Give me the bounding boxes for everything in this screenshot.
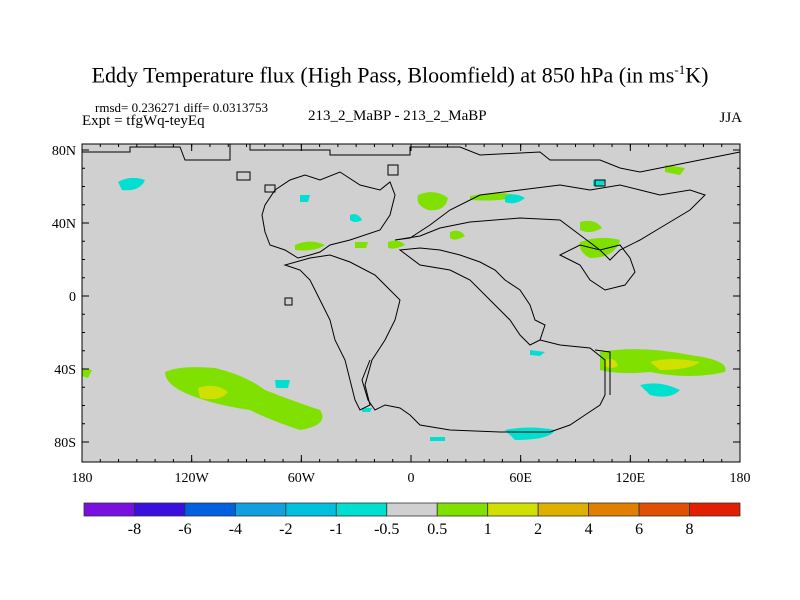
- colorbar-label: -6: [178, 521, 191, 538]
- colorbar-swatch: [588, 502, 640, 517]
- contour-fill: [417, 192, 448, 211]
- contour-fill: [650, 359, 700, 370]
- colorbar-swatch: [134, 502, 186, 517]
- contour-fill: [198, 385, 228, 400]
- field-contours: [82, 165, 726, 441]
- x-tick-label: 180: [730, 471, 751, 486]
- y-tick-label: 40S: [54, 363, 76, 378]
- contour-fill: [165, 367, 323, 430]
- colorbar-label: 6: [635, 521, 643, 538]
- contour-fill: [82, 368, 92, 378]
- x-tick-label: 120E: [616, 471, 646, 486]
- colorbar-swatch: [386, 502, 438, 517]
- contour-fill: [362, 408, 372, 412]
- colorbar-swatch: [234, 502, 287, 517]
- colorbar-label: 8: [686, 521, 694, 538]
- colorbar-swatch: [537, 502, 590, 517]
- colorbar-label: -2: [279, 521, 292, 538]
- colorbar-label: -0.5: [374, 521, 399, 538]
- colorbar-label: 2: [534, 521, 542, 538]
- colorbar-label: -1: [330, 521, 343, 538]
- contour-fill: [275, 380, 290, 388]
- y-tick-label: 80S: [54, 436, 76, 451]
- contour-fill: [430, 437, 445, 441]
- contour-fill: [640, 383, 680, 397]
- contour-fill: [450, 230, 465, 240]
- contour-fill: [665, 165, 685, 175]
- contour-fill: [388, 240, 405, 249]
- y-tick-label: 40N: [52, 217, 76, 232]
- contour-fill: [593, 180, 605, 186]
- colorbar-swatch: [487, 502, 539, 517]
- axis-ticks: 180 120W 60W 0 60E 120E 180 80N 40N 0 40S 80S: [52, 144, 751, 486]
- colorbar-swatch: [285, 502, 337, 517]
- x-tick-label: 60E: [509, 471, 532, 486]
- colorbar-swatch: [436, 502, 489, 517]
- experiment-label: Expt = tfgWq-teyEq: [82, 113, 205, 129]
- colorbar-label: 4: [585, 521, 593, 538]
- contour-fill: [295, 241, 325, 251]
- x-tick-label: 0: [408, 471, 415, 486]
- x-tick-label: 180: [72, 471, 93, 486]
- chart-title: Eddy Temperature flux (High Pass, Bloomf…: [91, 62, 709, 88]
- x-tick-label: 60W: [288, 471, 316, 486]
- coastlines: [82, 143, 741, 433]
- colorbar-swatch: [83, 502, 135, 517]
- x-tick-label: 120W: [175, 471, 210, 486]
- colorbar-swatch: [184, 502, 236, 517]
- colorbar-swatch: [689, 502, 741, 517]
- cases-label: 213_2_MaBP - 213_2_MaBP: [308, 108, 487, 124]
- colorbar-label: -4: [229, 521, 242, 538]
- season-label: JJA: [719, 110, 742, 126]
- rmsd-text: rmsd= 0.236271 diff= 0.0313753: [95, 100, 268, 115]
- contour-fill: [300, 195, 310, 202]
- contour-fill: [530, 350, 545, 356]
- contour-fill: [118, 177, 145, 191]
- contour-fill: [350, 214, 362, 222]
- contour-fill: [505, 427, 555, 440]
- contour-fill: [605, 358, 618, 368]
- colorbar-swatch: [638, 502, 690, 517]
- contour-fill: [355, 242, 368, 248]
- colorbar-label: -8: [128, 521, 141, 538]
- y-tick-label: 0: [69, 290, 76, 305]
- colorbar-label: 0.5: [427, 521, 447, 538]
- contour-fill: [580, 220, 602, 233]
- contour-fill: [505, 194, 525, 204]
- y-tick-label: 80N: [52, 144, 76, 159]
- colorbar: -8 -6 -4 -2 -1 -0.5 0.5 1 2 4 6 8: [83, 502, 741, 538]
- map-background: [82, 144, 740, 462]
- colorbar-label: 1: [484, 521, 492, 538]
- colorbar-swatch: [335, 502, 388, 517]
